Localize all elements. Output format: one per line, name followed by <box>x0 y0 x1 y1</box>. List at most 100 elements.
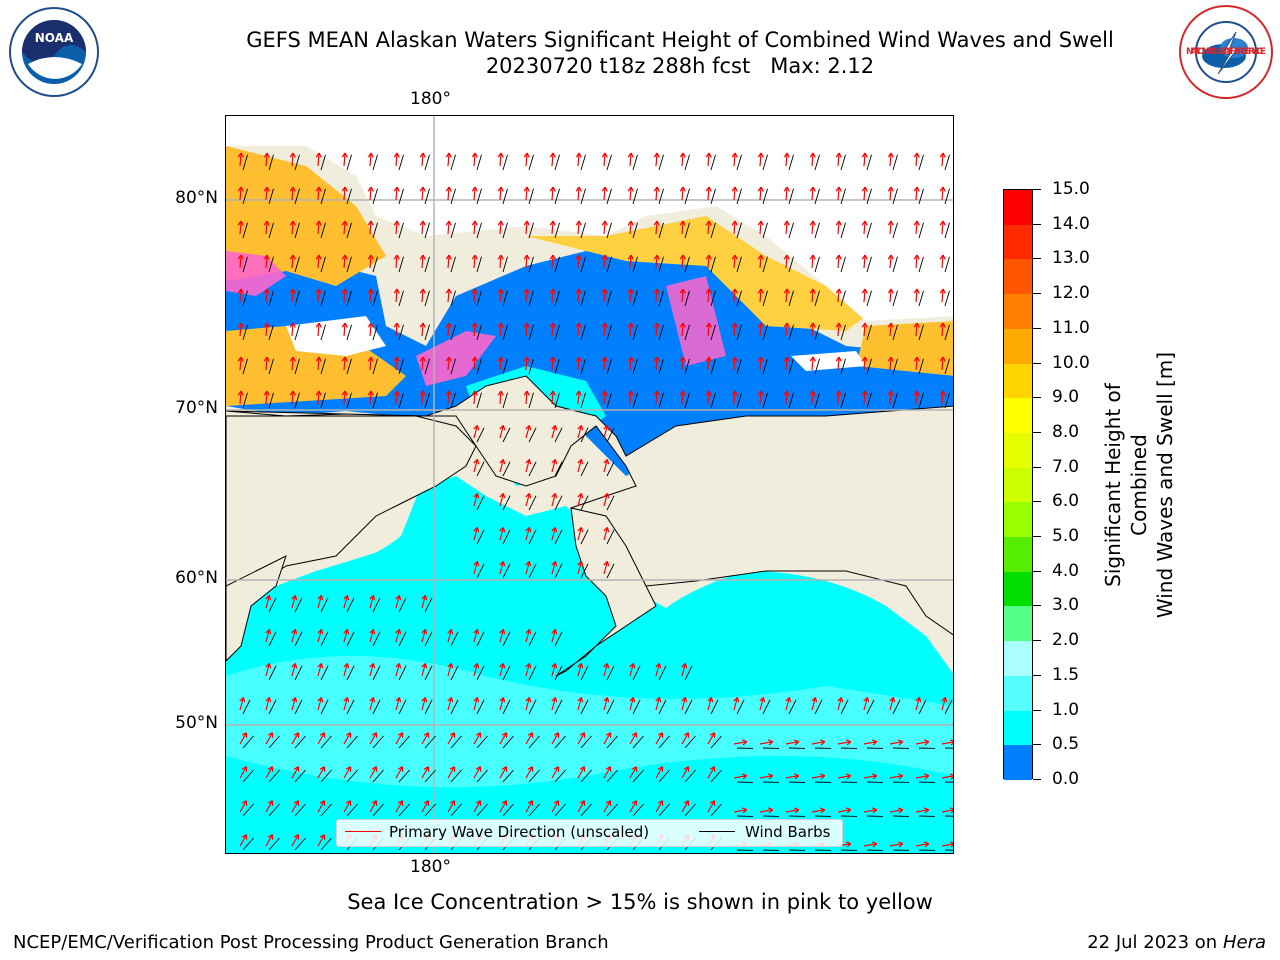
wind-barb <box>736 392 742 409</box>
wave-direction-arrow <box>343 732 352 745</box>
wave-arrow-head <box>939 186 946 192</box>
wind-barb <box>372 392 378 409</box>
wave-direction-arrow <box>577 254 580 269</box>
wave-direction-arrow <box>473 800 482 813</box>
wind-barb <box>398 597 407 613</box>
wind-barb <box>502 188 508 205</box>
wave-direction-arrow <box>551 152 554 167</box>
wave-direction-arrow <box>915 390 918 405</box>
wave-arrow-head <box>421 662 428 669</box>
wind-barb <box>346 188 352 205</box>
wave-arrow-head <box>793 739 800 746</box>
wave-direction-arrow <box>473 732 482 745</box>
wind-barb <box>294 154 300 171</box>
wave-direction-arrow <box>265 800 274 813</box>
wave-direction-arrow <box>473 425 478 439</box>
wave-direction-arrow <box>395 732 404 745</box>
wave-direction-arrow <box>499 186 502 201</box>
wave-direction-arrow <box>863 152 866 167</box>
wind-barb <box>554 665 563 681</box>
wind-barb <box>502 461 511 477</box>
wave-direction-arrow <box>317 186 320 201</box>
wind-barb <box>736 154 742 171</box>
wind-barb <box>502 358 508 375</box>
wind-barb <box>320 699 329 715</box>
wind-barb <box>528 392 534 409</box>
wave-direction-arrow <box>707 288 710 303</box>
wind-barb <box>788 358 794 375</box>
wind-barb <box>346 665 355 681</box>
wind-barb <box>346 735 358 749</box>
wind-barb <box>450 392 456 409</box>
wave-arrow-head <box>289 390 296 396</box>
land-siberia-alaska <box>226 375 953 636</box>
wind-barb <box>762 358 768 375</box>
wave-arrow-head <box>913 356 920 362</box>
wind-barb <box>710 358 716 375</box>
footer-date-text: 22 Jul 2023 on <box>1087 932 1223 953</box>
wave-arrow-head <box>471 322 478 328</box>
wind-barb <box>788 324 794 341</box>
wind-barb <box>944 188 950 205</box>
wave-direction-arrow <box>681 356 684 371</box>
wind-barb <box>710 735 722 749</box>
wave-direction-arrow <box>681 697 686 711</box>
wave-arrow-head <box>939 152 946 158</box>
wind-barb <box>502 563 511 579</box>
wave-direction-arrow <box>239 254 242 269</box>
wave-direction-arrow <box>837 254 840 269</box>
wave-arrow-head <box>819 807 826 814</box>
wave-arrow-head <box>319 834 326 840</box>
wave-arrow-head <box>731 390 738 396</box>
wind-barb <box>398 358 404 375</box>
wave-direction-arrow <box>707 732 716 745</box>
wave-arrow-head <box>265 662 272 669</box>
wave-arrow-head <box>897 807 904 814</box>
wind-barb <box>658 188 664 205</box>
wave-direction-arrow <box>551 356 554 371</box>
wind-barb <box>788 188 794 205</box>
wave-arrow-head <box>371 732 378 738</box>
wave-arrow-head <box>369 594 376 601</box>
wave-arrow-head <box>679 288 686 294</box>
wave-direction-arrow <box>629 800 638 813</box>
wind-barb <box>580 495 589 511</box>
land-alaska-peninsula <box>555 507 657 677</box>
wave-arrow-head <box>263 186 270 192</box>
wave-direction-arrow <box>551 493 556 507</box>
footer-date: 22 Jul 2023 on Hera <box>1087 932 1266 953</box>
wave-arrow-head <box>575 390 582 396</box>
colorbar-tick-label: 0.5 <box>1052 734 1080 755</box>
wave-direction-arrow <box>759 152 762 167</box>
wave-arrow-head <box>783 186 790 192</box>
wave-direction-arrow <box>447 800 456 813</box>
wind-barb <box>580 461 589 477</box>
wind-barb <box>528 222 534 239</box>
wind-barb <box>554 631 563 647</box>
wave-direction-arrow <box>473 697 478 711</box>
wave-direction-arrow <box>421 186 424 201</box>
wind-barb <box>320 154 326 171</box>
wave-arrow-head <box>681 696 688 703</box>
wave-direction-arrow <box>265 220 268 235</box>
wave-direction-arrow <box>421 254 424 269</box>
wave-arrow-head <box>705 322 712 328</box>
wave-arrow-head <box>315 254 322 260</box>
wave-arrow-head <box>897 841 904 848</box>
wave-arrow-head <box>393 152 400 158</box>
wave-arrow-head <box>601 322 608 328</box>
wave-arrow-head <box>317 696 324 703</box>
wave-direction-arrow <box>811 775 825 779</box>
wave-arrow-head <box>605 800 612 806</box>
wind-barb <box>554 222 560 239</box>
wave-direction-arrow <box>655 254 658 269</box>
wind-barb <box>554 529 563 545</box>
wave-direction-arrow <box>577 425 582 439</box>
wave-arrow-head <box>757 288 764 294</box>
wave-direction-arrow <box>915 322 918 337</box>
wave-direction-arrow <box>733 356 736 371</box>
wave-arrow-head <box>915 696 922 703</box>
wind-barb <box>944 358 950 375</box>
wind-barb <box>840 699 849 715</box>
wind-barb <box>528 495 537 511</box>
